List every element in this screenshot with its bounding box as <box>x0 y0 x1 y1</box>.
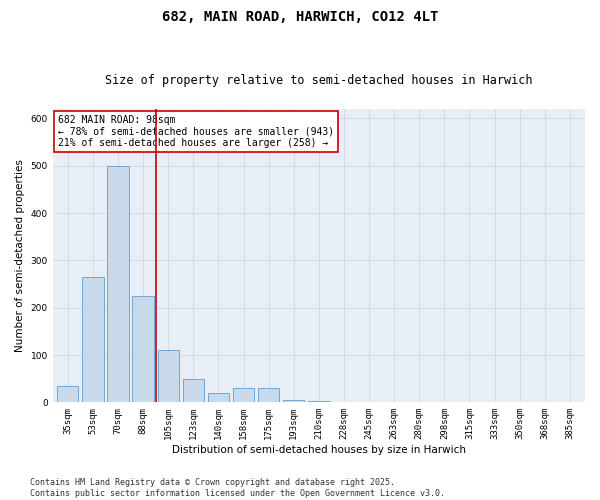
Y-axis label: Number of semi-detached properties: Number of semi-detached properties <box>15 159 25 352</box>
Bar <box>208 393 229 402</box>
Bar <box>133 296 154 403</box>
Bar <box>158 350 179 403</box>
Bar <box>258 388 279 402</box>
Bar <box>57 386 79 402</box>
Text: Contains HM Land Registry data © Crown copyright and database right 2025.
Contai: Contains HM Land Registry data © Crown c… <box>30 478 445 498</box>
Text: 682, MAIN ROAD, HARWICH, CO12 4LT: 682, MAIN ROAD, HARWICH, CO12 4LT <box>162 10 438 24</box>
Text: 682 MAIN ROAD: 98sqm
← 78% of semi-detached houses are smaller (943)
21% of semi: 682 MAIN ROAD: 98sqm ← 78% of semi-detac… <box>58 115 334 148</box>
Bar <box>107 166 128 402</box>
Bar <box>182 378 204 402</box>
Bar <box>283 400 304 402</box>
Bar <box>233 388 254 402</box>
X-axis label: Distribution of semi-detached houses by size in Harwich: Distribution of semi-detached houses by … <box>172 445 466 455</box>
Title: Size of property relative to semi-detached houses in Harwich: Size of property relative to semi-detach… <box>105 74 533 87</box>
Bar <box>82 277 104 402</box>
